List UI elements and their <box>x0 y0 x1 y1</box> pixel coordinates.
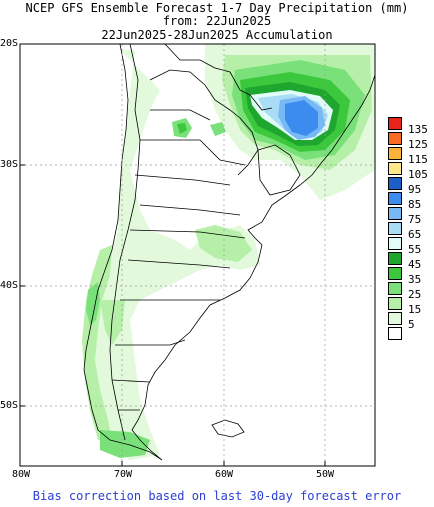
legend-swatch <box>388 252 402 265</box>
lon-label-60w: 60W <box>215 469 234 480</box>
precip-andes-green <box>86 282 100 325</box>
argentina-north-border <box>149 69 259 176</box>
precip-tucuman-inner <box>177 123 187 134</box>
legend-label: 105 <box>408 168 428 181</box>
legend-label: 95 <box>408 183 422 196</box>
lon-label-80w: 80W <box>12 469 31 480</box>
graticule <box>20 44 375 466</box>
bolivia-paraguay-border <box>164 43 273 111</box>
legend-swatch <box>388 132 402 145</box>
legend-swatch <box>388 162 402 175</box>
title-line-1: NCEP GFS Ensemble Forecast 1-7 Day Preci… <box>25 1 409 15</box>
legend-label: 25 <box>408 288 422 301</box>
legend-swatch <box>388 192 402 205</box>
legend-label: 45 <box>408 258 422 271</box>
south-america-coast <box>83 43 376 461</box>
lat-label-30s: 30S <box>0 159 19 170</box>
legend-swatch <box>388 117 402 130</box>
falkland-islands <box>211 419 245 438</box>
precip-andes-light <box>92 50 260 460</box>
axis-ticks <box>19 43 326 466</box>
title-line-3: 22Jun2025-28Jun2025 Accumulation <box>101 28 333 42</box>
legend-label: 15 <box>408 303 422 316</box>
legend-swatch <box>388 177 402 190</box>
province-lines-north <box>134 109 246 216</box>
legend-swatch <box>388 312 402 325</box>
lon-label-50w: 50W <box>316 469 335 480</box>
legend-label: 55 <box>408 243 422 256</box>
lat-label-20s: 20S <box>0 38 19 49</box>
legend-label: 65 <box>408 228 422 241</box>
legend-label: 115 <box>408 153 428 166</box>
lon-label-70w: 70W <box>114 469 133 480</box>
argentina-chile-border <box>109 43 141 441</box>
lat-label-40s: 40S <box>0 280 19 291</box>
legend-swatch <box>388 297 402 310</box>
precip-shading <box>82 44 375 460</box>
precip-central-mid <box>195 225 252 262</box>
legend-label: 135 <box>408 123 428 136</box>
legend-swatch <box>388 237 402 250</box>
precip-northeast-85 <box>285 100 318 136</box>
province-lines-central <box>115 229 246 346</box>
legend-swatch <box>388 267 402 280</box>
legend-swatch <box>388 147 402 160</box>
legend-swatch <box>388 207 402 220</box>
legend-label: 35 <box>408 273 422 286</box>
legend-swatch <box>388 222 402 235</box>
legend-label: 85 <box>408 198 422 211</box>
footer-note: Bias correction based on last 30-day for… <box>32 489 402 503</box>
precip-patagonia-mid <box>100 300 125 345</box>
map-border <box>19 43 376 467</box>
lat-label-50s: 50S <box>0 400 19 411</box>
precip-mid-blob <box>210 122 226 136</box>
legend-label: 5 <box>408 318 415 331</box>
legend-swatch <box>388 327 402 340</box>
legend-label: 125 <box>408 138 428 151</box>
uruguay-border <box>257 144 301 196</box>
title-line-2: from: 22Jun2025 <box>162 14 272 28</box>
legend-label: 75 <box>408 213 422 226</box>
legend-swatch <box>388 282 402 295</box>
